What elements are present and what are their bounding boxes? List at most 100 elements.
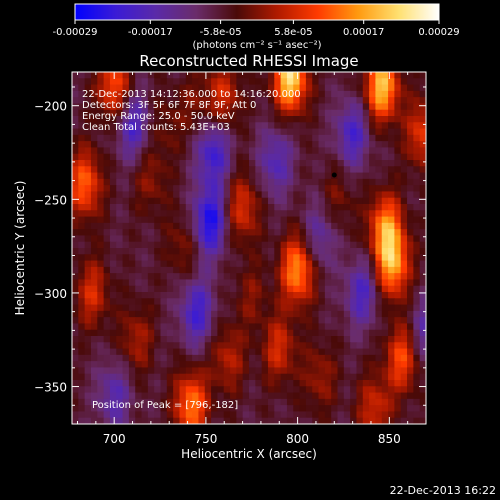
heatmap-cell [135,134,143,142]
heatmap-cell [312,185,320,193]
heatmap-cell [343,84,351,92]
heatmap-cell [299,260,307,268]
heatmap-cell [236,292,244,299]
heatmap-cell [375,323,383,331]
heatmap-cell [84,367,92,375]
heatmap-cell [154,361,162,369]
heatmap-cell [255,90,263,98]
heatmap-cell [350,292,358,299]
heatmap-cell [274,367,282,375]
heatmap-cell [154,260,162,268]
heatmap-cell [369,405,377,413]
heatmap-cell [305,266,313,274]
heatmap-cell [217,116,225,123]
heatmap-cell [267,336,275,343]
heatmap-cell [267,122,275,130]
heatmap-cell [242,411,250,419]
heatmap-cell [280,304,288,312]
heatmap-cell [90,266,98,274]
heatmap-cell [198,285,206,293]
heatmap-cell [369,222,377,230]
heatmap-cell [324,172,332,180]
heatmap-cell [179,254,187,262]
heatmap-cell [305,336,313,343]
heatmap-cell [84,153,92,161]
heatmap-cell [173,72,181,79]
heatmap-cell [343,147,351,155]
heatmap-cell [400,342,408,350]
heatmap-cell [324,273,332,281]
heatmap-cell [211,380,218,387]
heatmap-cell [299,398,307,406]
heatmap-cell [173,216,181,224]
heatmap-cell [274,317,282,325]
plot-frame [71,71,427,425]
heatmap-cell [293,204,301,211]
heatmap-cell [413,336,421,343]
heatmap-cell [116,185,124,193]
heatmap-cell [128,304,136,312]
heatmap-cell [179,72,187,79]
heatmap-cell [274,122,282,130]
heatmap-cell [318,323,326,331]
heatmap-cell [84,342,92,350]
heatmap-cell [280,317,288,325]
heatmap-cell [211,266,218,274]
heatmap-cell [305,216,313,224]
heatmap-cell [135,279,143,287]
heatmap-cell [78,235,86,243]
heatmap-cell [160,128,168,136]
heatmap-cell [255,380,263,387]
heatmap-cell [173,248,181,255]
heatmap-cell [116,153,124,161]
heatmap-cell [135,178,143,186]
heatmap-cell [362,380,370,387]
heatmap-cell [337,109,345,117]
heatmap-cell [343,229,351,237]
heatmap-cell [192,72,200,79]
heatmap-cell [261,204,269,211]
heatmap-cell [122,241,130,249]
heatmap-cell [97,285,105,293]
heatmap-cell [211,254,218,262]
heatmap-cell [350,204,358,211]
heatmap-cell [343,197,351,205]
heatmap-cell [337,279,345,287]
heatmap-cell [166,222,174,230]
heatmap-cell [90,229,98,237]
heatmap-cell [388,411,395,419]
heatmap-cell [388,329,395,337]
heatmap-cell [293,373,301,381]
heatmap-cell [419,72,426,79]
heatmap-cell [293,116,301,123]
heatmap-cell [236,109,244,117]
heatmap-cell [369,204,377,211]
heatmap-cell [331,348,339,356]
heatmap-cell [261,172,269,180]
heatmap-cell [312,405,320,413]
heatmap-cell [204,160,212,167]
heatmap-cell [407,248,414,255]
heatmap-cell [90,329,98,337]
heatmap-cell [267,229,275,237]
heatmap-cell [343,172,351,180]
heatmap-cell [255,103,263,111]
heatmap-cell [388,392,395,400]
heatmap-cell [147,90,155,98]
heatmap-cell [369,109,377,117]
heatmap-cell [407,204,414,211]
heatmap-cell [242,90,250,98]
heatmap-cell [211,386,218,394]
heatmap-cell [305,329,313,337]
heatmap-cell [369,84,377,92]
heatmap-cell [400,197,408,205]
heatmap-cell [362,361,370,369]
heatmap-cell [388,317,395,325]
heatmap-cell [211,216,218,224]
heatmap-cell [293,354,301,362]
heatmap-cell [109,229,117,237]
heatmap-cell [369,241,377,249]
heatmap-cell [103,185,111,193]
heatmap-cell [388,191,395,199]
